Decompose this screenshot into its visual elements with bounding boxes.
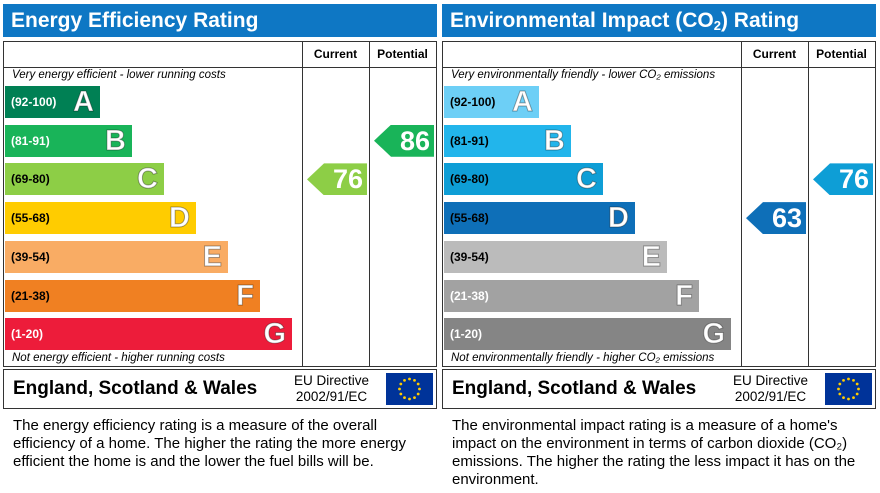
ei-current-header: Current <box>752 47 797 61</box>
band-c: (69-80) C <box>444 163 603 196</box>
band-letter-label: A <box>512 86 534 119</box>
ei-bottom-caption: Not environmentally friendly - higher CO… <box>451 352 715 364</box>
band-range-label: (21-38) <box>450 288 489 303</box>
eer-potential-header: Potential <box>377 47 428 61</box>
band-range-label: (81-91) <box>450 133 489 148</box>
band-letter-label: D <box>169 202 191 235</box>
energy-efficiency-panel: Energy Efficiency Rating Current Potenti… <box>3 0 439 493</box>
band-c: (69-80) C <box>5 163 164 196</box>
band-f: (21-38) F <box>5 279 260 312</box>
eer-current-header: Current <box>313 47 358 61</box>
eu-flag-icon <box>386 373 433 405</box>
band-letter-label: D <box>608 202 630 235</box>
ei-country: England, Scotland & Wales <box>452 378 697 399</box>
band-range-label: (1-20) <box>11 327 44 342</box>
band-letter-label: C <box>576 163 598 196</box>
band-range-label: (21-38) <box>11 288 50 303</box>
eer-eu-directive: EU Directive 2002/91/EC <box>294 373 370 404</box>
band-range-label: (81-91) <box>11 133 50 148</box>
band-letter-label: G <box>702 318 726 351</box>
eer-description: The energy efficiency rating is a measur… <box>13 417 407 470</box>
band-e: (39-54) E <box>444 240 667 273</box>
band-letter-label: F <box>675 279 694 312</box>
band-range-label: (92-100) <box>450 95 496 109</box>
band-range-label: (55-68) <box>450 211 489 226</box>
eu-flag-icon <box>825 373 872 405</box>
band-range-label: (39-54) <box>11 249 50 264</box>
eer-current-rating: 76 <box>307 163 367 196</box>
band-letter-label: G <box>263 318 287 351</box>
band-letter-label: E <box>202 240 222 273</box>
ei-current-rating: 63 <box>746 202 806 235</box>
band-letter-label: F <box>236 279 255 312</box>
band-range-label: (1-20) <box>450 327 483 342</box>
band-g: (1-20) G <box>5 318 292 351</box>
band-a: (92-100) A <box>444 86 539 119</box>
band-a: (92-100) A <box>5 86 100 119</box>
ei-description: The environmental impact rating is a mea… <box>452 417 856 488</box>
band-range-label: (39-54) <box>450 249 489 264</box>
band-b: (81-91) B <box>5 124 132 157</box>
band-range-label: (69-80) <box>450 172 489 187</box>
band-letter-label: A <box>73 86 95 119</box>
ei-top-caption: Very environmentally friendly - lower CO… <box>451 69 716 81</box>
eer-potential-rating: 86 <box>374 124 434 157</box>
band-letter-label: B <box>544 124 566 157</box>
eer-bottom-caption: Not energy efficient - higher running co… <box>12 352 225 364</box>
ei-eu-directive: EU Directive 2002/91/EC <box>733 373 809 404</box>
band-letter-label: B <box>105 124 127 157</box>
band-d: (55-68) D <box>5 202 196 235</box>
eer-country: England, Scotland & Wales <box>13 378 258 399</box>
band-range-label: (55-68) <box>11 211 50 226</box>
eer-title: Energy Efficiency Rating <box>3 4 437 37</box>
band-range-label: (92-100) <box>11 95 57 109</box>
band-e: (39-54) E <box>5 240 228 273</box>
ei-chart-frame: Current Potential Very environmentally f… <box>442 41 876 367</box>
ei-title: Environmental Impact (CO2) Rating <box>442 4 876 37</box>
ei-potential-rating: 76 <box>813 163 873 196</box>
eer-chart-frame: Current Potential Very energy efficient … <box>3 41 437 367</box>
eer-top-caption: Very energy efficient - lower running co… <box>12 69 226 81</box>
ei-potential-header: Potential <box>816 47 867 61</box>
band-d: (55-68) D <box>444 202 635 235</box>
band-range-label: (69-80) <box>11 172 50 187</box>
ei-footer: England, Scotland & Wales EU Directive 2… <box>442 369 876 409</box>
band-letter-label: E <box>641 240 661 273</box>
environmental-impact-panel: Environmental Impact (CO2) Rating Curren… <box>442 0 878 493</box>
band-b: (81-91) B <box>444 124 571 157</box>
eer-footer: England, Scotland & Wales EU Directive 2… <box>3 369 437 409</box>
band-f: (21-38) F <box>444 279 699 312</box>
band-letter-label: C <box>137 163 159 196</box>
band-g: (1-20) G <box>444 318 731 351</box>
